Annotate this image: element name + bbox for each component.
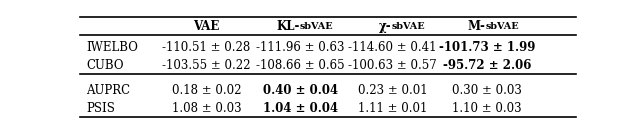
- Text: -114.60 ± 0.41: -114.60 ± 0.41: [348, 41, 436, 54]
- Text: χ-: χ-: [379, 20, 392, 33]
- Text: 0.40 ± 0.04: 0.40 ± 0.04: [263, 84, 339, 97]
- Text: KL-: KL-: [276, 20, 300, 33]
- Text: sbVAE: sbVAE: [300, 22, 333, 31]
- Text: 0.18 ± 0.02: 0.18 ± 0.02: [172, 84, 241, 97]
- Text: IWELBO: IWELBO: [86, 41, 138, 54]
- Text: -100.63 ± 0.57: -100.63 ± 0.57: [348, 59, 437, 72]
- Text: 0.23 ± 0.01: 0.23 ± 0.01: [358, 84, 428, 97]
- Text: PSIS: PSIS: [86, 102, 115, 115]
- Text: 1.11 ± 0.01: 1.11 ± 0.01: [358, 102, 427, 115]
- Text: sbVAE: sbVAE: [392, 22, 425, 31]
- Text: 1.10 ± 0.03: 1.10 ± 0.03: [452, 102, 522, 115]
- Text: 0.30 ± 0.03: 0.30 ± 0.03: [452, 84, 522, 97]
- Text: -110.51 ± 0.28: -110.51 ± 0.28: [163, 41, 251, 54]
- Text: -108.66 ± 0.65: -108.66 ± 0.65: [257, 59, 345, 72]
- Text: -103.55 ± 0.22: -103.55 ± 0.22: [162, 59, 251, 72]
- Text: VAE: VAE: [193, 20, 220, 33]
- Text: -111.96 ± 0.63: -111.96 ± 0.63: [257, 41, 345, 54]
- Text: M-: M-: [468, 20, 486, 33]
- Text: CUBO: CUBO: [86, 59, 124, 72]
- Text: -95.72 ± 2.06: -95.72 ± 2.06: [442, 59, 531, 72]
- Text: 1.08 ± 0.03: 1.08 ± 0.03: [172, 102, 241, 115]
- Text: sbVAE: sbVAE: [486, 22, 519, 31]
- Text: AUPRC: AUPRC: [86, 84, 130, 97]
- Text: 1.04 ± 0.04: 1.04 ± 0.04: [263, 102, 339, 115]
- Text: -101.73 ± 1.99: -101.73 ± 1.99: [438, 41, 535, 54]
